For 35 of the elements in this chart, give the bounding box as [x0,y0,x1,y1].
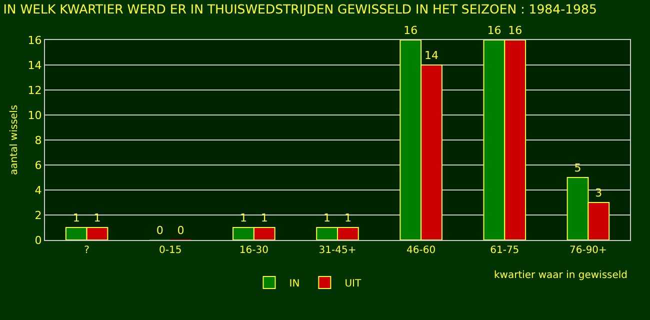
data-label: 1 [240,212,247,224]
data-label: 3 [595,186,602,200]
y-tick-label: 8 [34,134,42,147]
y-axis-title: aantal wissels [8,104,20,176]
chart-title: IN WELK KWARTIER WERD ER IN THUISWEDSTRIJDEN GEWISSELD IN HET SEIZOEN : 1984-1985 [3,2,597,17]
y-tick-label: 6 [34,158,42,172]
y-tick-label: 12 [28,84,42,97]
data-label: 1 [72,212,80,224]
y-tick-label: 4 [34,184,42,197]
data-label: 16 [404,24,418,37]
data-label: 1 [344,212,352,224]
x-tick-label: 0-15 [159,245,182,256]
data-label: 0 [177,224,184,237]
x-tick-label: 46-60 [406,245,436,256]
data-label: 5 [574,162,582,174]
data-label: 0 [156,224,164,237]
legend-label: UIT [344,278,362,290]
x-tick-label: 76-90+ [569,245,607,256]
data-label: 1 [260,212,268,224]
y-tick-label: 0 [34,234,42,247]
data-label: 16 [487,24,502,37]
y-tick-label: 16 [28,34,42,47]
data-label: 1 [94,212,101,224]
y-tick-label: 10 [28,108,42,122]
x-tick-label: 61-75 [490,245,520,256]
y-tick-label: 14 [28,58,42,72]
x-tick-label: 16-30 [239,245,268,256]
legend-label: IN [289,278,300,290]
data-label: 14 [424,49,439,62]
x-axis-title: kwartier waar in gewisseld [494,270,628,281]
data-label: 1 [324,212,331,224]
data-label: 16 [508,24,522,37]
y-tick-label: 2 [34,208,42,222]
x-tick-label: ? [84,245,90,256]
x-tick-label: 31-45+ [318,245,356,256]
